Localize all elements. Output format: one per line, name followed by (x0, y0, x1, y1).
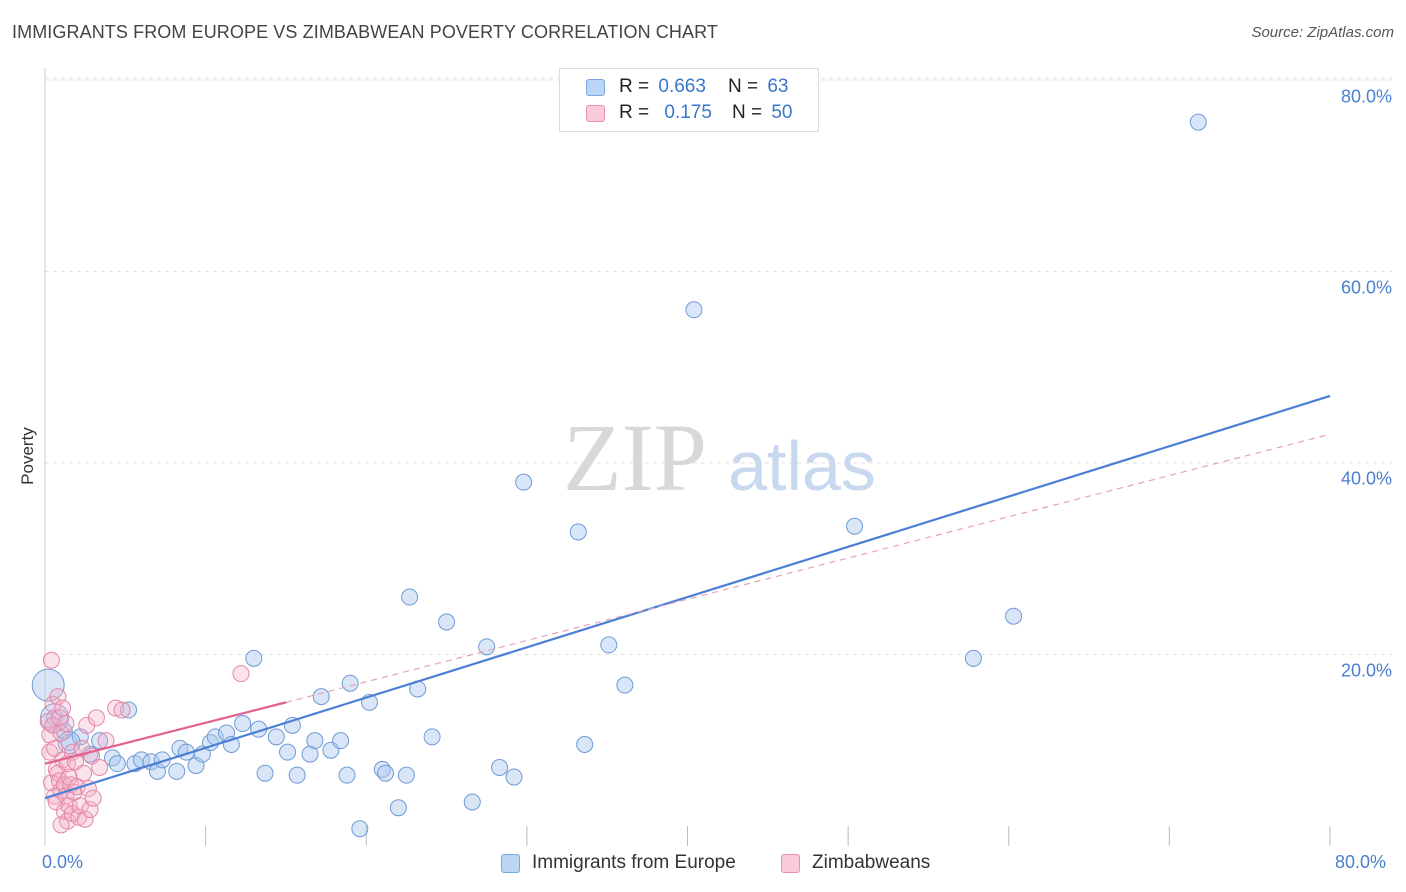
zimbabwe-point (50, 709, 68, 727)
stats-row-zimbabwe: R = 0.175 N = 50 (586, 101, 792, 125)
europe-point (685, 301, 703, 319)
europe-point (245, 649, 263, 667)
europe-point (478, 638, 496, 656)
europe-point (279, 743, 297, 761)
europe-point (515, 473, 533, 491)
europe-point (438, 613, 456, 631)
zimbabwe-points (39, 651, 250, 834)
europe-point (423, 728, 441, 746)
europe-point (341, 674, 359, 692)
zimbabwe-point (71, 797, 89, 815)
r-label: R = (619, 102, 650, 123)
zimbabwe-point (84, 789, 102, 807)
zimbabwe-trend-line-dashed (285, 433, 1331, 703)
y-tick-20: 20.0% (1340, 660, 1392, 681)
europe-point (463, 793, 481, 811)
x-tick-min: 0.0% (42, 852, 84, 872)
europe-point (351, 820, 369, 838)
stats-legend: R = 0.663 N = 63 R = 0.175 N = 50 (559, 68, 819, 132)
europe-r-value: 0.663 (658, 76, 706, 97)
europe-n-value: 63 (767, 76, 789, 97)
watermark-atlas: atlas (728, 427, 876, 505)
europe-point (1189, 113, 1207, 131)
zimbabwe-r-value: 0.175 (664, 102, 712, 123)
zimbabwe-swatch (586, 104, 605, 122)
zimbabwe-legend-label: Zimbabweans (812, 852, 931, 873)
zimbabwe-point (87, 709, 105, 727)
europe-legend-swatch (501, 853, 520, 873)
legend-item-europe[interactable]: Immigrants from Europe (501, 852, 736, 874)
europe-point (846, 517, 864, 535)
zimbabwe-n-value: 50 (771, 102, 793, 123)
y-tick-80: 80.0% (1340, 86, 1392, 107)
europe-point (306, 732, 324, 750)
r-label: R = (619, 76, 650, 97)
europe-point (1005, 607, 1023, 625)
y-tick-60: 60.0% (1340, 277, 1392, 298)
zimbabwe-point (42, 651, 60, 669)
series-legend: Immigrants from Europe Zimbabweans (0, 852, 1406, 878)
zimbabwe-point (46, 739, 64, 757)
stats-row-europe: R = 0.663 N = 63 (586, 75, 788, 99)
europe-point (108, 755, 126, 773)
zimbabwe-point (54, 699, 72, 717)
zimbabwe-point (75, 764, 93, 782)
europe-point (267, 728, 285, 746)
europe-point (397, 766, 415, 784)
europe-point (377, 764, 395, 782)
europe-points (31, 113, 1207, 838)
europe-point (569, 523, 587, 541)
trend-lines (44, 394, 1331, 800)
europe-point (505, 768, 523, 786)
n-label: N = (731, 102, 763, 123)
axes (44, 68, 1331, 846)
europe-point (234, 714, 252, 732)
zimbabwe-point (107, 699, 125, 717)
europe-point (389, 799, 407, 817)
grid-lines (45, 77, 1392, 655)
chart-title: IMMIGRANTS FROM EUROPE VS ZIMBABWEAN POV… (12, 22, 718, 42)
x-tick-max: 80.0% (1335, 852, 1387, 872)
europe-point (616, 676, 634, 694)
europe-point (600, 636, 618, 654)
y-axis-label: Poverty (18, 427, 37, 485)
zimbabwe-point (91, 758, 109, 776)
zimbabwe-point (76, 810, 94, 828)
europe-point (288, 766, 306, 784)
europe-point (31, 668, 65, 702)
europe-legend-label: Immigrants from Europe (532, 852, 736, 873)
legend-item-zimbabwe[interactable]: Zimbabweans (781, 852, 930, 874)
europe-point (103, 749, 121, 767)
watermark-zip: ZIP (563, 404, 707, 511)
n-label: N = (727, 76, 759, 97)
europe-swatch (586, 78, 605, 96)
zimbabwe-point (232, 665, 250, 683)
europe-point (576, 736, 594, 754)
watermark: ZIP atlas (563, 404, 876, 511)
europe-point (338, 766, 356, 784)
source-label: Source: ZipAtlas.com (1251, 24, 1394, 41)
y-tick-40: 40.0% (1340, 468, 1392, 489)
europe-trend-line (44, 394, 1331, 800)
europe-point (256, 764, 274, 782)
europe-point (168, 762, 186, 780)
zimbabwe-point (79, 780, 97, 798)
europe-point (964, 649, 982, 667)
zimbabwe-trend-line (44, 701, 287, 765)
zimbabwe-point (57, 714, 75, 732)
zimbabwe-point (52, 816, 70, 834)
europe-point (301, 745, 319, 763)
europe-point (312, 688, 330, 706)
zimbabwe-point (52, 724, 70, 742)
europe-point (332, 732, 350, 750)
europe-point (401, 588, 419, 606)
zimbabwe-legend-swatch (781, 853, 800, 873)
zimbabwe-point (113, 701, 131, 719)
europe-point (491, 758, 509, 776)
europe-point (120, 701, 138, 719)
